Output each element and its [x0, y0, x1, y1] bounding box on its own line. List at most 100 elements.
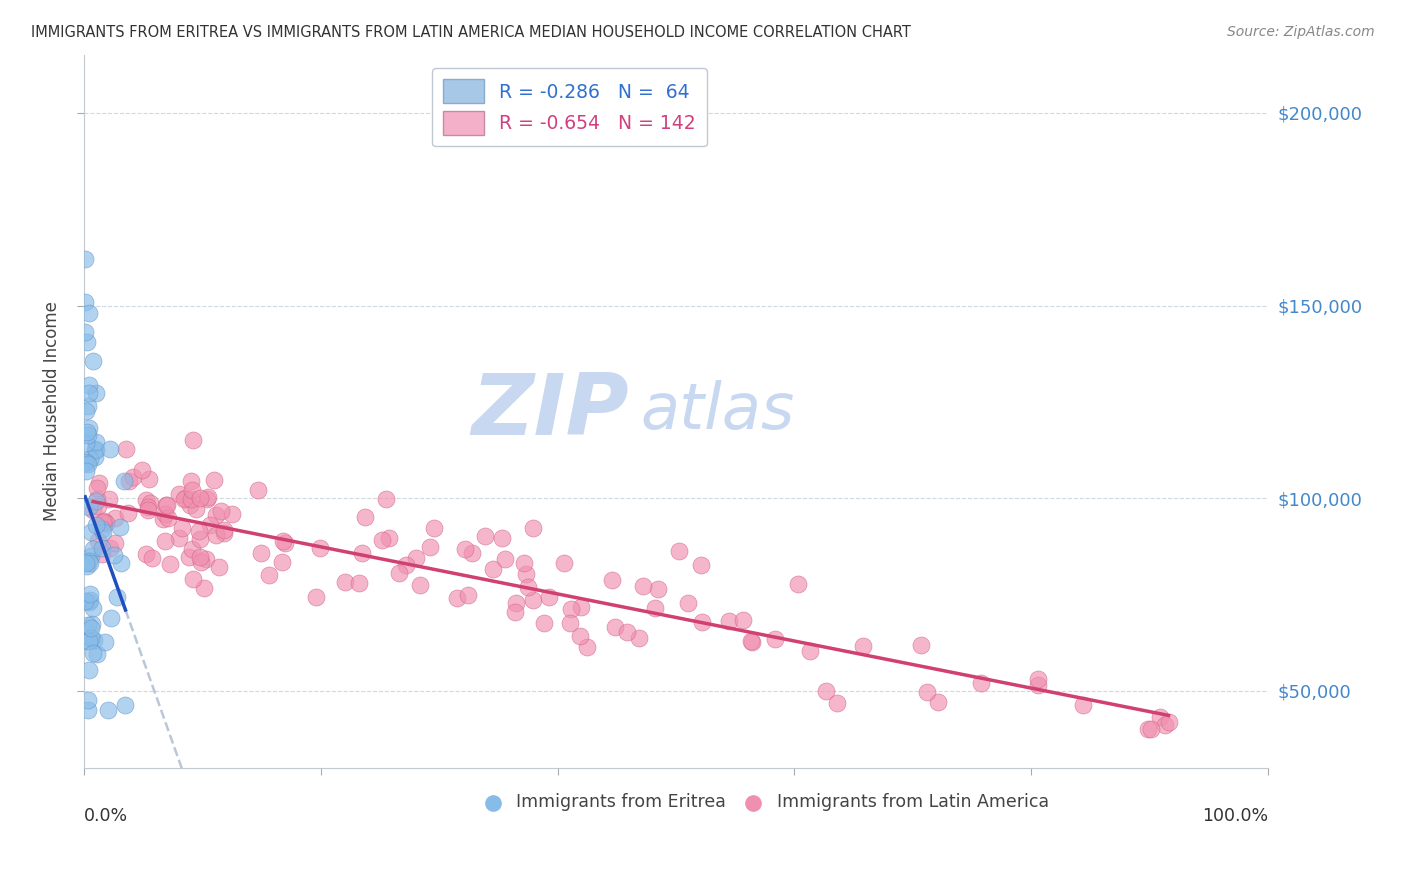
Point [76, 559, 98, 574]
Point [139, 496, 162, 510]
Point [80, 524, 103, 539]
Point [347, 575, 370, 590]
Point [75, 464, 97, 478]
Point [419, 540, 441, 554]
Point [371, 533, 394, 547]
Y-axis label: Median Household Income: Median Household Income [44, 301, 60, 521]
Point [741, 635, 763, 649]
Point [77, 500, 100, 514]
Point [1154, 718, 1177, 732]
Point [505, 605, 527, 619]
Point [153, 533, 176, 548]
Point [616, 624, 638, 639]
Point [82, 646, 104, 660]
Point [174, 491, 197, 506]
Point [409, 578, 432, 592]
Point [91, 547, 114, 561]
Point [249, 546, 271, 560]
Point [1071, 698, 1094, 712]
Point [195, 491, 218, 506]
Point [131, 463, 153, 477]
Point [851, 639, 873, 653]
Point [193, 581, 215, 595]
Point [765, 632, 787, 646]
Point [1026, 672, 1049, 686]
Point [135, 493, 157, 508]
Point [76, 436, 98, 450]
Point [799, 644, 821, 658]
Point [676, 596, 699, 610]
Point [110, 556, 132, 570]
Point [354, 509, 377, 524]
Point [94, 516, 117, 530]
Point [180, 483, 202, 497]
Point [190, 555, 212, 569]
Point [155, 499, 177, 513]
Point [75, 455, 97, 469]
Point [910, 638, 932, 652]
Point [180, 475, 202, 489]
Point [79, 421, 101, 435]
Point [647, 582, 669, 597]
Point [423, 521, 446, 535]
Point [576, 640, 599, 655]
Point [208, 560, 231, 574]
Point [271, 555, 294, 569]
Point [305, 591, 328, 605]
Point [80, 617, 103, 632]
Point [79, 592, 101, 607]
Point [378, 531, 401, 545]
Point [84, 435, 107, 450]
Point [197, 490, 219, 504]
Point [731, 613, 754, 627]
Point [84, 385, 107, 400]
Point [173, 492, 195, 507]
Point [108, 520, 131, 534]
Point [91, 525, 114, 540]
Point [308, 541, 330, 555]
Point [122, 470, 145, 484]
Point [271, 534, 294, 549]
Point [395, 558, 418, 572]
Point [690, 615, 713, 629]
Point [76, 457, 98, 471]
Point [457, 588, 479, 602]
Point [84, 494, 107, 508]
Point [494, 551, 516, 566]
Point [825, 696, 848, 710]
Text: 100.0%: 100.0% [1202, 807, 1268, 825]
Point [79, 663, 101, 677]
Point [98, 442, 121, 456]
Point [169, 487, 191, 501]
Point [205, 508, 228, 522]
Point [75, 594, 97, 608]
Point [97, 492, 120, 507]
Point [177, 549, 200, 564]
Point [388, 566, 411, 580]
Point [627, 632, 650, 646]
Point [1026, 678, 1049, 692]
Point [600, 573, 623, 587]
Point [77, 594, 100, 608]
Point [80, 549, 103, 563]
Point [159, 558, 181, 572]
Point [195, 552, 218, 566]
Point [76, 335, 98, 350]
Point [927, 695, 949, 709]
Point [482, 562, 505, 576]
Point [136, 500, 159, 514]
Point [184, 501, 207, 516]
Point [89, 475, 111, 490]
Point [93, 516, 115, 530]
Point [247, 483, 270, 497]
Point [136, 502, 159, 516]
Point [350, 546, 373, 560]
Point [75, 456, 97, 470]
Point [83, 632, 105, 647]
Point [170, 521, 193, 535]
Point [80, 621, 103, 635]
Point [603, 620, 626, 634]
Point [522, 521, 544, 535]
Text: ZIP: ZIP [471, 370, 628, 453]
Point [86, 481, 108, 495]
